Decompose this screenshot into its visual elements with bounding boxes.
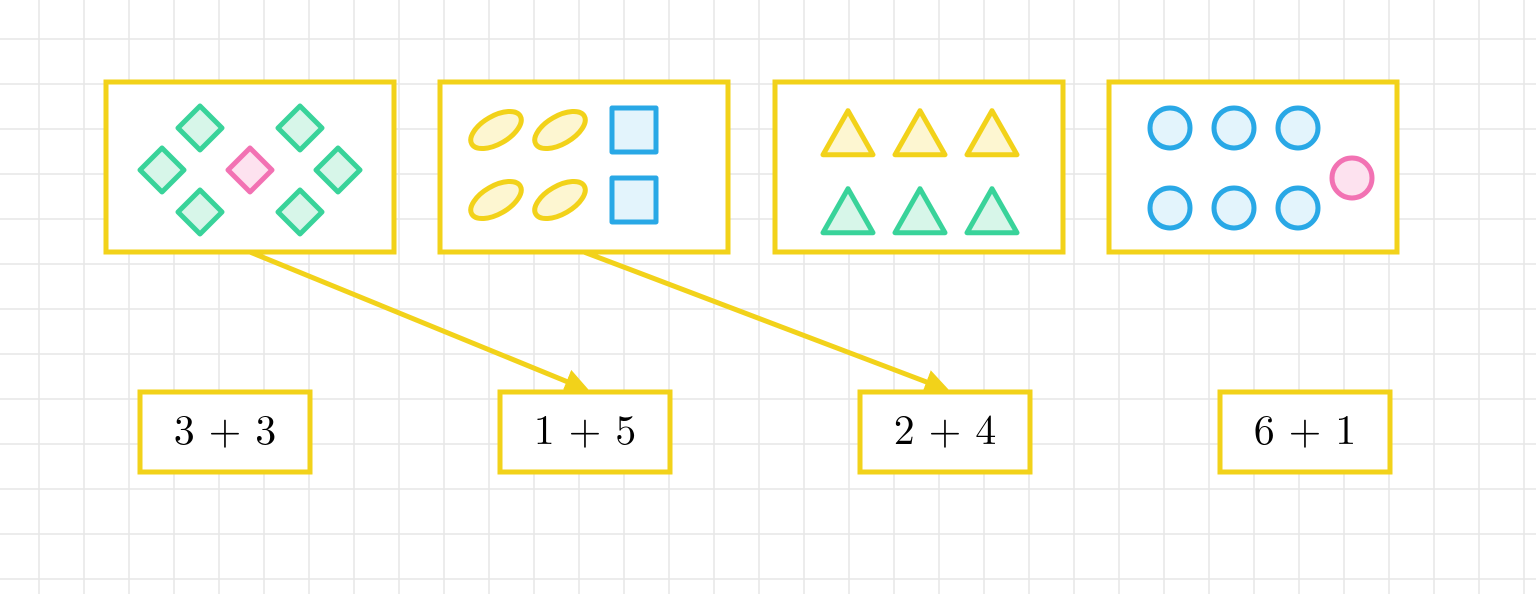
box-b bbox=[440, 82, 728, 252]
square-icon bbox=[612, 108, 656, 152]
ans-3: 2 + 4 bbox=[860, 392, 1030, 472]
circle-icon bbox=[1278, 108, 1318, 148]
box-a bbox=[106, 82, 394, 252]
ans-4: 6 + 1 bbox=[1220, 392, 1390, 472]
ans-1: 3 + 3 bbox=[140, 392, 310, 472]
circle-icon bbox=[1214, 188, 1254, 228]
expression-text: 1 + 5 bbox=[534, 411, 637, 453]
expression-text: 2 + 4 bbox=[894, 411, 997, 453]
box-d bbox=[1109, 82, 1397, 252]
circle-icon bbox=[1214, 108, 1254, 148]
expression-text: 3 + 3 bbox=[174, 411, 277, 453]
circle-icon bbox=[1150, 108, 1190, 148]
circle-icon bbox=[1332, 158, 1372, 198]
circle-icon bbox=[1150, 188, 1190, 228]
circle-icon bbox=[1278, 188, 1318, 228]
square-icon bbox=[612, 178, 656, 222]
box-c bbox=[775, 82, 1063, 252]
expression-text: 6 + 1 bbox=[1254, 411, 1357, 453]
ans-2: 1 + 5 bbox=[500, 392, 670, 472]
